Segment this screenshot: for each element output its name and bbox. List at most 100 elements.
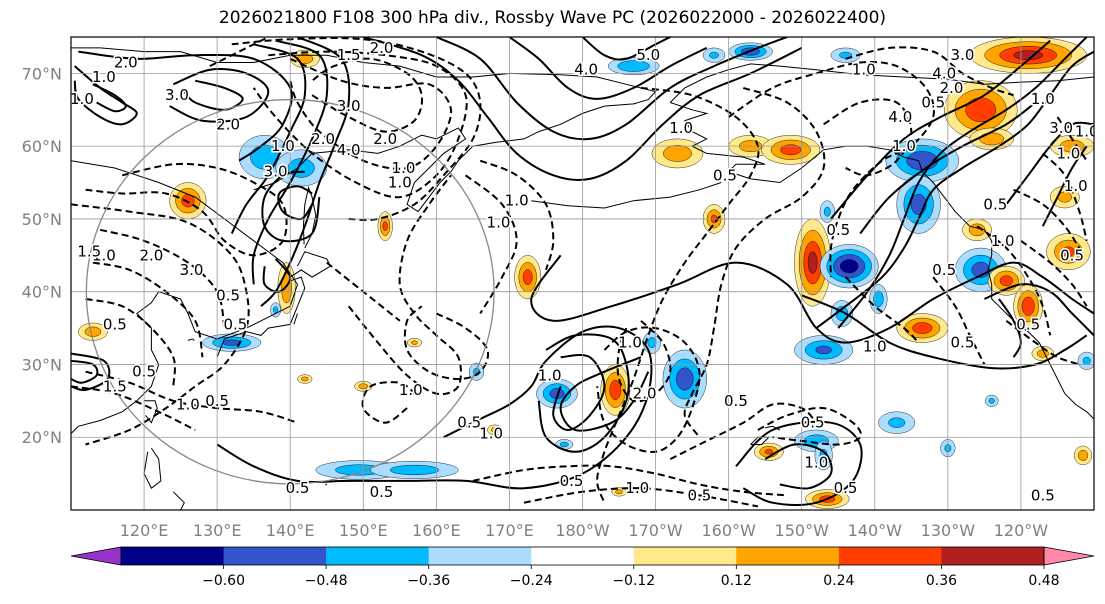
- contour-label: 3.0: [180, 261, 204, 279]
- contour-label: 0.5: [826, 221, 850, 239]
- negative-contour: [403, 305, 490, 381]
- colorbar-tick-label: 0.24: [823, 573, 854, 589]
- positive-contour: [837, 37, 1088, 329]
- divergence-level: [615, 489, 623, 495]
- divergence-level: [617, 60, 650, 72]
- divergence-blob: [651, 138, 704, 169]
- coastline-segment: [144, 400, 158, 424]
- range-ring-circle: [85, 98, 495, 485]
- colorbar-extend-low: [70, 546, 122, 566]
- longitude-tick-label: 170°E: [485, 521, 534, 540]
- divergence-blob: [469, 362, 485, 381]
- contour-label: 0.5: [724, 392, 748, 410]
- negative-contour: [1013, 188, 1081, 249]
- contour-label: 2.0: [311, 130, 335, 148]
- colorbar-swatch: [531, 547, 635, 565]
- colorbar-tick-label: −0.24: [510, 573, 553, 589]
- negative-contour: [85, 162, 288, 257]
- positive-contour: [92, 83, 127, 113]
- colorbar-tick-label: −0.48: [305, 573, 348, 589]
- contour-label: 0.5: [951, 334, 975, 352]
- contour-label: 1.0: [92, 246, 116, 264]
- contour-label: 3.0: [165, 86, 189, 104]
- contour-label: 4.0: [337, 141, 361, 159]
- positive-contour: [1041, 145, 1088, 227]
- divergence-level: [764, 449, 774, 455]
- longitude-tick-label: 130°W: [921, 521, 976, 540]
- contour-label: 0.5: [932, 261, 956, 279]
- divergence-level: [491, 427, 499, 433]
- latitude-tick-label: 60°N: [22, 137, 62, 156]
- colorbar: −0.60 −0.48 −0.36 −0.24 −0.12 0.12 0.24 0.36 0.4…: [70, 546, 1095, 589]
- contour-label: 4.0: [932, 64, 956, 82]
- divergence-level: [559, 441, 569, 448]
- latitude-tick-label: 70°N: [22, 64, 62, 83]
- latitude-tick-label: 30°N: [22, 355, 62, 374]
- divergence-blob: [761, 135, 821, 165]
- map-frame: [70, 36, 1095, 511]
- positive-contour: [169, 67, 270, 123]
- longitude-tick-label: 170°W: [628, 521, 683, 540]
- divergence-level: [84, 326, 102, 337]
- negative-contour: [596, 326, 701, 454]
- colorbar-swatch: [428, 547, 532, 565]
- divergence-level: [663, 145, 692, 162]
- negative-contour: [669, 402, 818, 460]
- contour-label: 2.0: [139, 246, 163, 264]
- divergence-level: [647, 337, 657, 349]
- coastline-segment: [216, 276, 306, 358]
- divergence-blob: [962, 218, 992, 241]
- contour-label: 4.0: [888, 108, 912, 126]
- contour-label: 0.5: [216, 286, 240, 304]
- longitude-tick-label: 130°E: [193, 521, 242, 540]
- colorbar-extend-high: [1043, 546, 1095, 566]
- negative-contour: [683, 86, 826, 438]
- coastline-segment: [324, 483, 328, 486]
- contour-label: 0.5: [713, 166, 737, 184]
- negative-contour: [932, 276, 986, 365]
- positive-contour: [71, 352, 111, 392]
- divergence-blob: [406, 338, 422, 348]
- contour-label: 0.5: [983, 195, 1007, 213]
- contour-label: 1.0: [1031, 90, 1055, 108]
- divergence-level: [988, 398, 995, 404]
- contour-label: 1.0: [804, 454, 828, 472]
- contour-label: 4.0: [574, 61, 598, 79]
- contour-label: 0.5: [132, 363, 156, 381]
- coastline-segment: [172, 491, 185, 510]
- divergence-blob: [1077, 351, 1094, 370]
- divergence-level: [912, 322, 933, 334]
- divergence-level: [1021, 296, 1035, 316]
- divergence-level: [676, 367, 694, 391]
- negative-contour: [361, 381, 416, 424]
- contour-label: 0.5: [801, 414, 825, 432]
- contour-label: 0.5: [1031, 486, 1055, 504]
- divergence-blob: [1046, 233, 1091, 271]
- negative-contour: [823, 98, 913, 177]
- divergence-blob: [794, 218, 832, 307]
- negative-contour: [728, 60, 935, 278]
- colorbar-tick-label: 0.48: [1028, 573, 1059, 589]
- negative-contour: [1005, 319, 1080, 366]
- coastline-segment: [143, 447, 162, 489]
- contour-label: 3.0: [264, 163, 288, 181]
- colorbar-swatch: [223, 547, 327, 565]
- divergence-level: [1062, 246, 1075, 257]
- divergence-level: [522, 269, 533, 286]
- contour-label: 2.0: [940, 79, 964, 97]
- contour-label: 1.0: [618, 334, 642, 352]
- divergence-blob: [830, 300, 854, 327]
- contour-label: 3.0: [951, 46, 975, 64]
- negative-contour: [757, 406, 862, 446]
- longitude-tick-label: 180°W: [555, 521, 610, 540]
- negative-contour: [85, 298, 176, 387]
- divergence-blob: [1074, 445, 1093, 466]
- colorbar-tick-label: −0.60: [202, 573, 245, 589]
- contour-label: 1.0: [1064, 177, 1088, 195]
- contour-label: 0.5: [370, 483, 394, 501]
- colorbar-swatch: [941, 547, 1045, 565]
- divergence-blob: [370, 461, 459, 479]
- divergence-level: [301, 376, 309, 382]
- longitude-tick-label: 120°E: [120, 521, 169, 540]
